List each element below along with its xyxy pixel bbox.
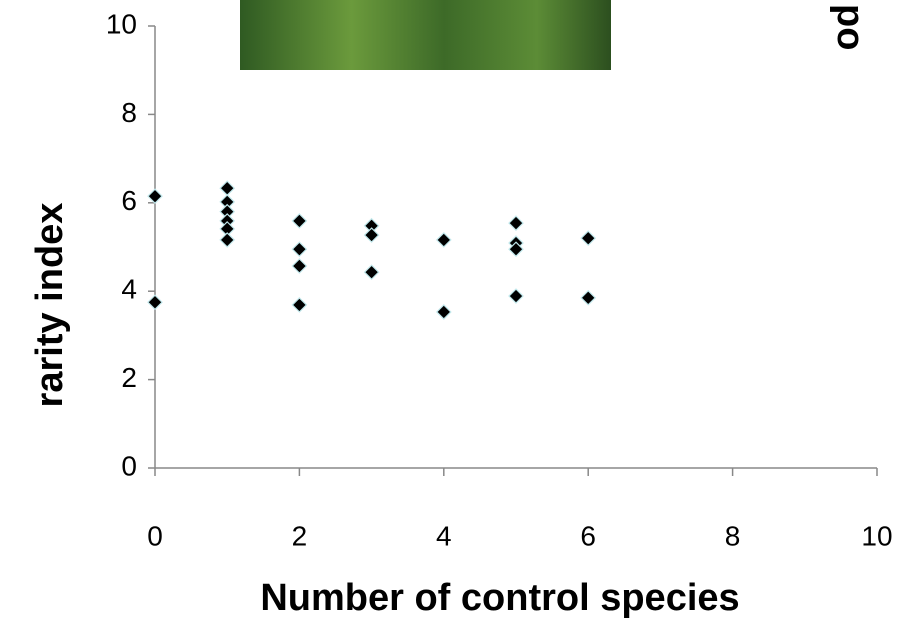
x-tick-label: 4: [436, 520, 452, 551]
y-tick-label: 8: [121, 97, 137, 128]
data-point: [580, 289, 597, 306]
x-tick-label: 0: [147, 520, 163, 551]
data-point: [508, 288, 524, 304]
data-point: [508, 215, 524, 231]
x-tick-label: 10: [861, 520, 892, 551]
data-point: [219, 180, 236, 197]
y-tick-label: 6: [121, 185, 137, 216]
data-point: [363, 264, 380, 281]
y-tick-label: 0: [121, 450, 137, 481]
data-point: [580, 230, 597, 247]
y-tick-label: 10: [106, 8, 137, 39]
x-axis-title: Number of control species: [260, 577, 739, 619]
data-point: [291, 213, 308, 229]
x-tick-label: 6: [580, 520, 596, 551]
data-point: [147, 294, 163, 311]
data-point: [291, 241, 308, 258]
photo: [240, 0, 611, 70]
data-point: [508, 241, 524, 258]
y-tick-label: 4: [121, 274, 137, 305]
data-point: [147, 188, 163, 205]
data-point: [291, 258, 308, 274]
data-point: [219, 232, 236, 248]
data-point: [291, 297, 308, 313]
x-tick-label: 2: [292, 520, 308, 551]
data-point: [435, 304, 452, 320]
data-point: [435, 232, 452, 248]
y-tick-label: 2: [121, 362, 137, 393]
y-axis-title: rarity index: [29, 203, 71, 408]
annotation: po: [829, 4, 871, 50]
x-tick-label: 8: [725, 520, 741, 551]
data-point: [363, 227, 380, 243]
